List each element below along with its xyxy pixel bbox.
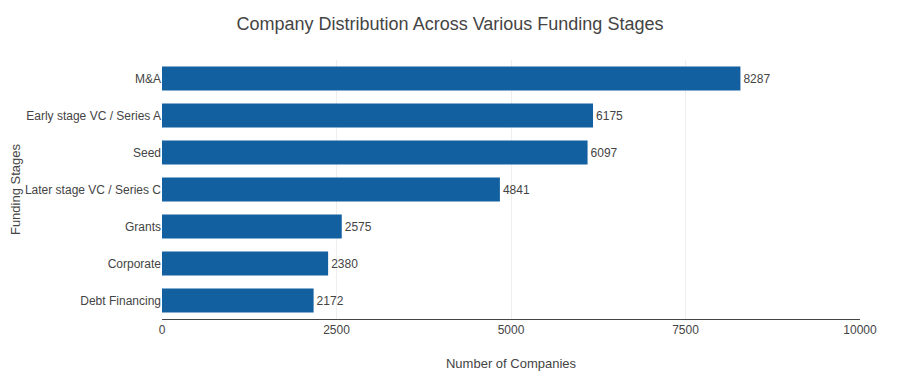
svg-text:2172: 2172 <box>317 294 344 308</box>
svg-text:Debt Financing: Debt Financing <box>80 294 161 308</box>
svg-text:Grants: Grants <box>125 220 161 234</box>
svg-text:6175: 6175 <box>596 109 623 123</box>
svg-text:Corporate: Corporate <box>108 257 162 271</box>
svg-text:Funding Stages: Funding Stages <box>8 143 23 235</box>
svg-text:M&A: M&A <box>135 72 161 86</box>
svg-text:6097: 6097 <box>591 146 618 160</box>
svg-text:Number of Companies: Number of Companies <box>446 356 577 371</box>
svg-text:2575: 2575 <box>345 220 372 234</box>
svg-text:4841: 4841 <box>503 183 530 197</box>
svg-text:5000: 5000 <box>498 323 525 337</box>
svg-text:Company Distribution Across Va: Company Distribution Across Various Fund… <box>237 14 664 34</box>
svg-text:8287: 8287 <box>743 72 770 86</box>
svg-text:7500: 7500 <box>672 323 699 337</box>
svg-text:0: 0 <box>159 323 166 337</box>
svg-text:Early stage VC / Series A: Early stage VC / Series A <box>26 109 161 123</box>
svg-text:Later stage VC / Series C: Later stage VC / Series C <box>25 183 161 197</box>
svg-text:2380: 2380 <box>331 257 358 271</box>
svg-text:2500: 2500 <box>323 323 350 337</box>
svg-text:10000: 10000 <box>843 323 877 337</box>
svg-text:Seed: Seed <box>133 146 161 160</box>
